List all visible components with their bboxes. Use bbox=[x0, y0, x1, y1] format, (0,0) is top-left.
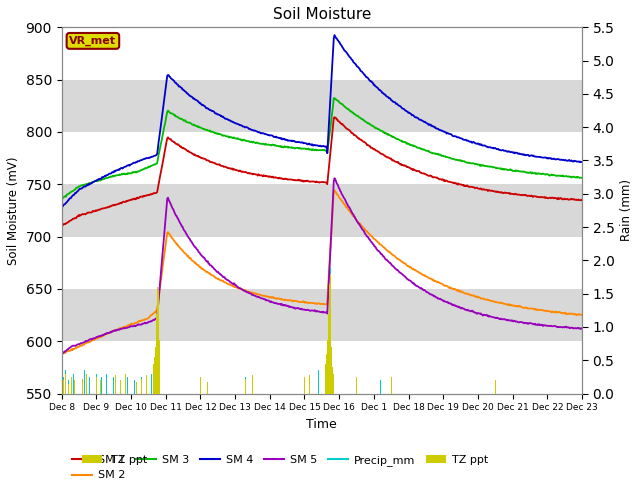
Y-axis label: Rain (mm): Rain (mm) bbox=[620, 180, 633, 241]
Bar bbox=[89, 377, 90, 394]
Bar bbox=[113, 377, 114, 394]
Bar bbox=[61, 80, 582, 132]
Bar bbox=[330, 267, 331, 394]
Bar bbox=[61, 237, 582, 289]
Bar bbox=[325, 373, 326, 394]
Bar bbox=[106, 373, 107, 394]
Bar bbox=[318, 370, 319, 394]
Bar bbox=[101, 377, 102, 394]
Bar bbox=[61, 27, 582, 80]
Bar bbox=[182, 377, 184, 394]
Bar bbox=[380, 380, 381, 394]
Bar bbox=[68, 380, 69, 394]
Bar bbox=[96, 373, 97, 394]
Y-axis label: Soil Moisture (mV): Soil Moisture (mV) bbox=[7, 156, 20, 264]
Bar bbox=[141, 377, 142, 394]
Bar bbox=[63, 377, 64, 394]
Bar bbox=[61, 132, 582, 184]
Bar bbox=[200, 380, 201, 394]
Bar bbox=[61, 341, 582, 394]
Bar bbox=[120, 380, 121, 394]
Text: VR_met: VR_met bbox=[69, 36, 116, 46]
Bar bbox=[61, 184, 582, 237]
Bar bbox=[333, 373, 335, 394]
Bar bbox=[65, 370, 66, 394]
Bar bbox=[356, 380, 357, 394]
Bar bbox=[245, 377, 246, 394]
Bar bbox=[134, 380, 135, 394]
X-axis label: Time: Time bbox=[307, 418, 337, 431]
Bar bbox=[61, 289, 582, 341]
Title: Soil Moisture: Soil Moisture bbox=[273, 7, 371, 22]
Bar bbox=[252, 380, 253, 394]
Bar bbox=[127, 377, 128, 394]
Legend: TZ ppt: TZ ppt bbox=[77, 450, 152, 469]
